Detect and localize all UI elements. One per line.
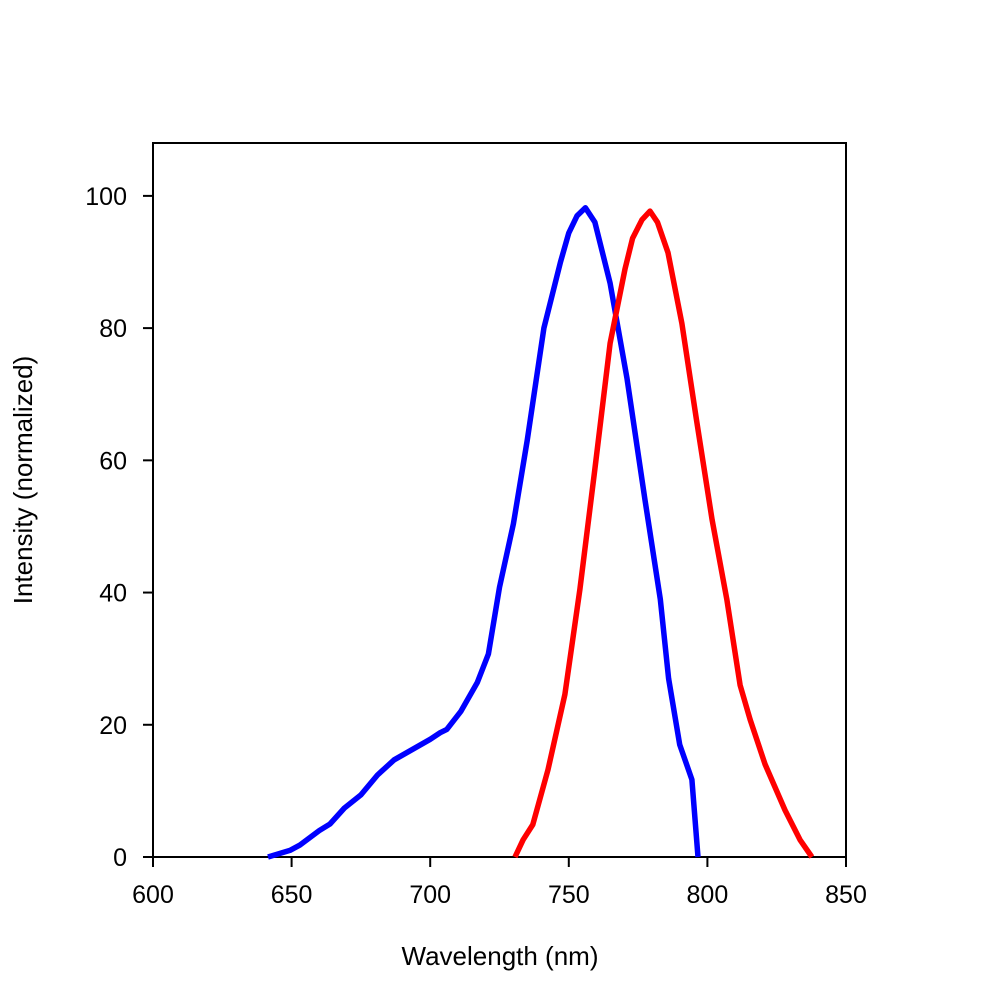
y-tick-label: 0 <box>113 844 127 872</box>
x-tick-label: 750 <box>548 881 590 909</box>
x-tick-label: 700 <box>409 881 451 909</box>
y-axis: 0 20 40 60 80 100 <box>85 183 153 872</box>
x-axis-title: Wavelength (nm) <box>402 941 599 971</box>
y-tick-label: 100 <box>85 183 127 211</box>
x-tick-label: 800 <box>687 881 729 909</box>
series-line-2 <box>512 208 815 859</box>
y-tick-label: 20 <box>99 712 127 740</box>
y-tick-label: 40 <box>99 580 127 608</box>
x-tick-label: 600 <box>132 881 174 909</box>
x-tick-label: 650 <box>271 881 313 909</box>
x-tick-label: 850 <box>825 881 867 909</box>
x-axis: 600 650 700 750 800 850 <box>132 857 867 909</box>
series-lines <box>267 205 815 860</box>
plot-frame <box>152 142 847 858</box>
y-tick-label: 80 <box>99 315 127 343</box>
y-axis-title: Intensity (normalized) <box>8 356 38 605</box>
y-tick-label: 60 <box>99 447 127 475</box>
series-line-1 <box>267 205 701 860</box>
